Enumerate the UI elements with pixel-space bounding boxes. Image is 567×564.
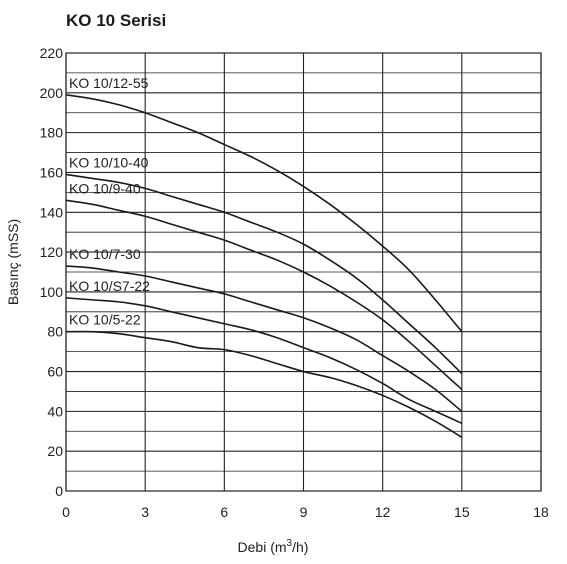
y-tick-label: 80 — [47, 324, 63, 340]
y-tick-label: 180 — [40, 125, 64, 141]
x-tick-label: 3 — [141, 504, 149, 520]
y-tick-label: 160 — [40, 164, 64, 180]
chart-title: KO 10 Serisi — [66, 11, 166, 30]
series-line — [65, 199, 463, 391]
series-curves — [65, 94, 463, 438]
x-tick-labels: 0 3 6 9 12 15 18 — [62, 504, 549, 520]
series-label: KO 10/S7-22 — [69, 278, 150, 294]
x-tick-label: 0 — [62, 504, 70, 520]
series-label: KO 10/9-40 — [69, 180, 141, 196]
series-line — [65, 94, 463, 333]
series-label: KO 10/12-55 — [69, 75, 149, 91]
x-tick-label: 6 — [220, 504, 228, 520]
series-line — [65, 297, 463, 425]
series-label: KO 10/10-40 — [69, 154, 149, 170]
x-tick-label: 18 — [533, 504, 549, 520]
y-tick-label: 120 — [40, 244, 64, 260]
series-line — [65, 173, 463, 375]
series-line — [65, 330, 463, 438]
y-tick-label: 200 — [40, 85, 64, 101]
x-axis-label-end: /h) — [292, 539, 308, 555]
plot-frame — [65, 52, 542, 492]
x-axis-label-sup: 3 — [287, 538, 293, 549]
series-label: KO 10/5-22 — [69, 312, 141, 328]
y-tick-label: 220 — [40, 45, 64, 61]
series-line — [65, 265, 463, 412]
x-tick-label: 9 — [300, 504, 308, 520]
y-tick-label: 100 — [40, 284, 64, 300]
y-tick-label: 60 — [47, 364, 63, 380]
x-axis-label-main: Debi (m — [238, 539, 287, 555]
y-tick-label: 140 — [40, 204, 64, 220]
y-tick-labels: 0 20 40 60 80 100 120 140 160 180 200 220 — [40, 45, 64, 499]
y-tick-label: 0 — [55, 483, 63, 499]
y-tick-label: 20 — [47, 443, 63, 459]
y-axis-label: Basınç (mSS) — [5, 219, 21, 305]
x-axis-label: Debi (m3/h) — [238, 538, 309, 555]
series-labels: KO 10/12-55 KO 10/10-40 KO 10/9-40 KO 10/7-… — [69, 75, 150, 328]
y-tick-label: 40 — [47, 403, 63, 419]
x-tick-label: 15 — [454, 504, 470, 520]
series-label: KO 10/7-30 — [69, 246, 141, 262]
x-tick-label: 12 — [375, 504, 391, 520]
